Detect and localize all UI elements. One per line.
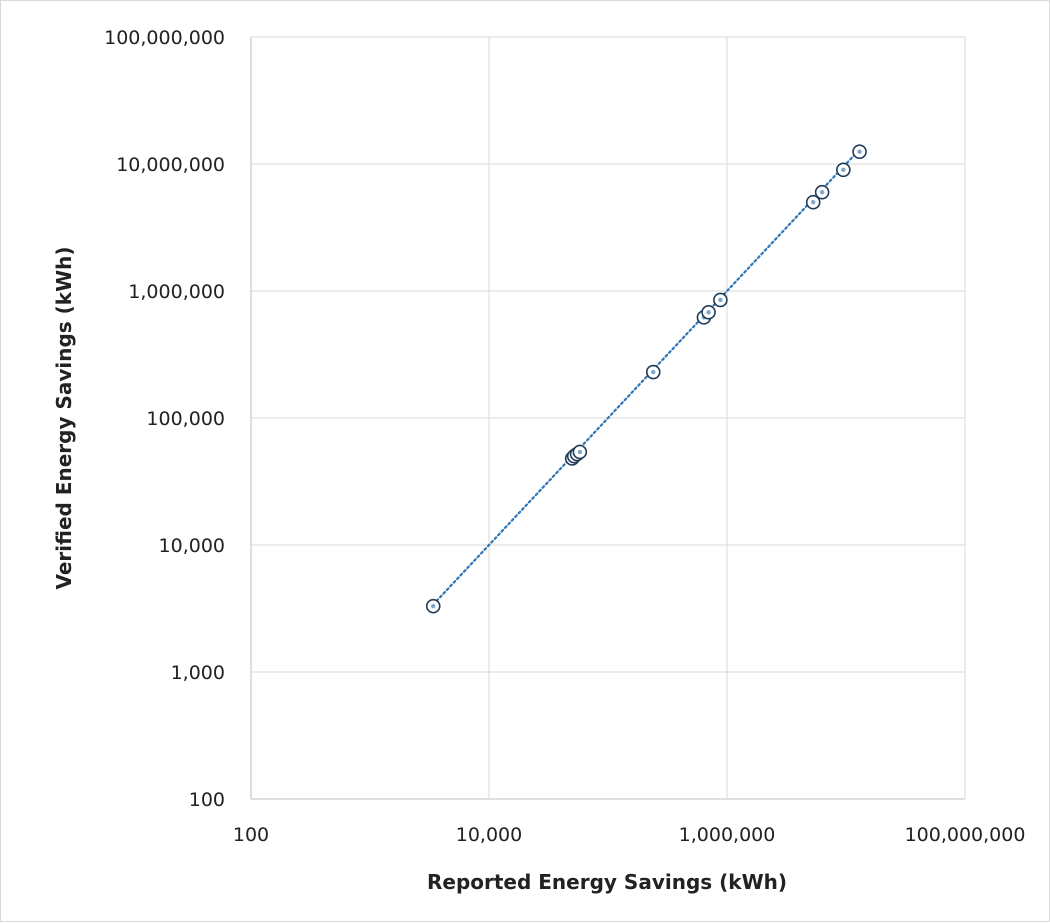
- y-tick-labels: 100 1,000 10,000 100,000 1,000,000 10,000,000…: [104, 27, 225, 811]
- data-point: [814, 184, 830, 200]
- trendline: [432, 148, 861, 606]
- gridlines: [250, 36, 966, 800]
- data-point: [645, 364, 661, 380]
- data-point: [572, 444, 588, 460]
- y-tick-label: 1,000,000: [128, 281, 225, 303]
- x-tick-label: 1,000,000: [679, 824, 776, 846]
- x-tick-label: 100: [233, 824, 269, 846]
- y-tick-label: 10,000: [159, 535, 225, 557]
- data-point: [852, 144, 867, 159]
- y-tick-label: 100,000,000: [104, 27, 225, 49]
- data-point: [836, 162, 851, 178]
- trendline-group: [432, 148, 861, 606]
- x-axis-title: Reported Energy Savings (kWh): [427, 870, 787, 894]
- x-tick-label: 10,000: [456, 824, 522, 846]
- data-point: [425, 598, 441, 614]
- x-tick-label: 100,000,000: [905, 824, 1026, 846]
- y-tick-label: 100,000: [146, 408, 225, 430]
- x-tick-labels: 100 10,000 1,000,000 100,000,000: [233, 824, 1026, 846]
- data-points: [425, 144, 867, 614]
- y-tick-label: 100: [189, 789, 225, 811]
- data-point: [805, 194, 821, 210]
- data-point: [701, 304, 716, 320]
- y-tick-label: 1,000: [171, 662, 225, 684]
- y-axis-title: Verified Energy Savings (kWh): [52, 246, 76, 589]
- data-point: [713, 292, 728, 308]
- y-tick-label: 10,000,000: [116, 154, 225, 176]
